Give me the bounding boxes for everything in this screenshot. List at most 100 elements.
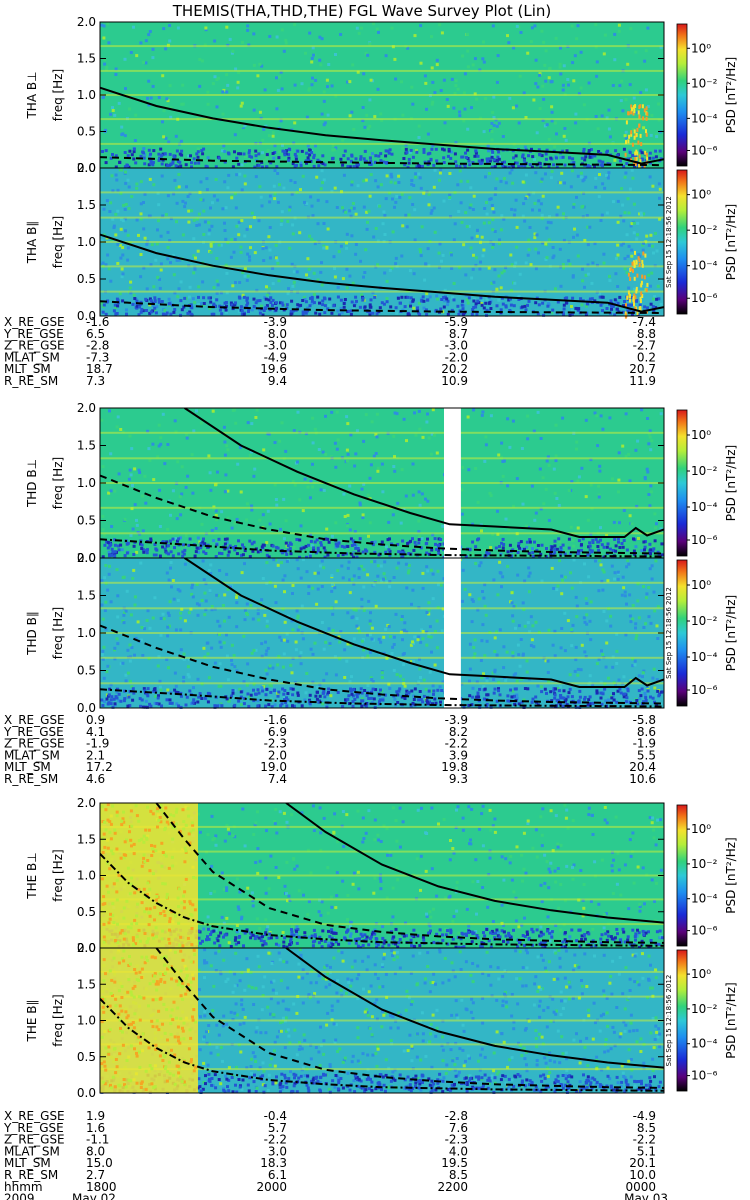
ephemeris-label: R_RE_SM [4,772,58,786]
ephemeris-value: -2.2 [633,1133,656,1147]
noise-line [100,898,664,901]
wave-burst [634,250,636,255]
ephemeris-label: Y_RE_GSE [3,1121,64,1135]
noise-line [100,532,664,535]
y-tick-label: 1.0 [77,235,96,249]
ephemeris-block-2: X_RE_GSE 0.9 -1.6 -3.9 -5.8 Y_RE_GSE 4.1 6.9 8.2… [3,713,656,786]
wave-burst [629,294,631,298]
panel-name-label: THE B⊥ [25,852,39,899]
wave-burst [626,295,629,300]
wave-burst [646,112,649,117]
y-tick-label: 0.0 [77,1086,96,1100]
ephemeris-value: -2.3 [445,1133,468,1147]
high-power-texture [100,948,197,1092]
wave-burst [627,272,630,277]
ephemeris-label: R_RE_SM [4,1168,58,1182]
wave-burst [635,289,638,294]
dashed-line [100,474,664,555]
frequency-axis-label: freq [Hz] [51,994,65,1046]
ephemeris-label: X_RE_GSE [4,315,65,329]
wave-burst [641,104,644,109]
ephemeris-value: 2200 [437,1180,468,1194]
dashed-line [100,156,664,167]
colorbar-tick-label: 10⁻⁶ [691,1069,718,1083]
date-year: 2009 [4,1192,35,1200]
wave-burst [644,150,647,155]
noise-line [100,995,664,998]
wave-burst [635,259,638,264]
wave-burst [638,123,641,128]
ephemeris-value: -1.6 [264,713,287,727]
ephemeris-label: Z_RE_GSE [4,1133,65,1147]
wave-burst [637,110,640,115]
colorbar [676,949,688,1092]
frequency-curves [100,803,664,947]
ephemeris-label: Y_RE_GSE [3,725,64,739]
wave-burst [645,132,648,137]
colorbar-tick-label: 10⁻² [691,857,718,871]
wave-burst [645,152,648,157]
ephemeris-value: -1.6 [86,315,109,329]
ephemeris-label: MLAT_SM [4,1144,60,1158]
data-gap [444,408,461,558]
ephemeris-value: 7.4 [268,772,287,786]
ephemeris-value: -2.0 [445,350,468,364]
noise-line [100,431,664,434]
ephemeris-value: 8.8 [637,327,656,341]
ephemeris-value: 18.7 [86,362,113,376]
wave-burst [633,135,636,140]
frequency-axis-label: freq [Hz] [51,216,65,268]
wave-burst [625,120,628,125]
ephemeris-label: X_RE_GSE [4,1109,65,1123]
ephemeris-value: -2.8 [445,1109,468,1123]
ephemeris-value: -3.0 [264,339,287,353]
ephemeris-value: 15.0 [86,1156,113,1170]
wave-burst [635,156,638,161]
noise-line [100,265,664,268]
wave-burst [625,140,627,145]
dashdot-line [100,853,664,947]
wave-burst [627,290,630,295]
ephemeris-value: 1.6 [86,1121,105,1135]
wave-burst [632,105,635,110]
ephemeris-value: 11.9 [629,374,656,388]
colorbar-tick-label: 10⁻⁶ [691,924,718,938]
wave-burst [631,142,634,147]
ephemeris-value: -2.2 [264,1133,287,1147]
y-tick-label: 2.0 [77,941,96,955]
ephemeris-label: Z_RE_GSE [4,339,65,353]
noise-line [100,142,664,145]
ephemeris-value: 10.6 [629,772,656,786]
ephemeris-value: 8.7 [449,327,468,341]
noise-line [100,874,664,877]
spectrogram-texture [100,22,663,167]
creation-stamp: Sat Sep 15 12:18:56 2012 [665,587,673,679]
ephemeris-value: 2.7 [86,1168,105,1182]
ephemeris-value: 10.0 [629,1168,656,1182]
wave-burst [638,114,641,119]
colorbar-tick-label: 10⁻⁶ [691,144,718,158]
wave-burst [645,129,647,134]
ephemeris-value: 19.8 [441,760,468,774]
ephemeris-value: 8.2 [449,725,468,739]
wave-burst [646,156,649,161]
noise-line [100,241,664,243]
ephemeris-value: 20.1 [629,1156,656,1170]
ephemeris-value: 8.5 [449,1168,468,1182]
panel-name-label: THE B∥ [25,1000,39,1043]
noise-line [100,69,664,72]
solid-line [100,86,664,165]
wave-burst [635,132,638,137]
frequency-curves [100,233,664,314]
ephemeris-value: 8.6 [637,725,656,739]
ephemeris-value: 9.4 [268,374,287,388]
colorbar-tick-label: 10⁻² [691,464,718,478]
ephemeris-value: -1.1 [86,1133,109,1147]
colorbar-tick-label: 10⁻⁴ [691,259,718,273]
wave-burst [641,263,644,268]
solid-line [184,408,664,538]
ephemeris-value: -3.9 [445,713,468,727]
panel-1: 0.0 0.5 1.0 1.5 2.0 THA B⊥ freq [Hz] 10⁰ 10⁻² 10⁻… [25,15,738,175]
noise-line [100,850,664,853]
